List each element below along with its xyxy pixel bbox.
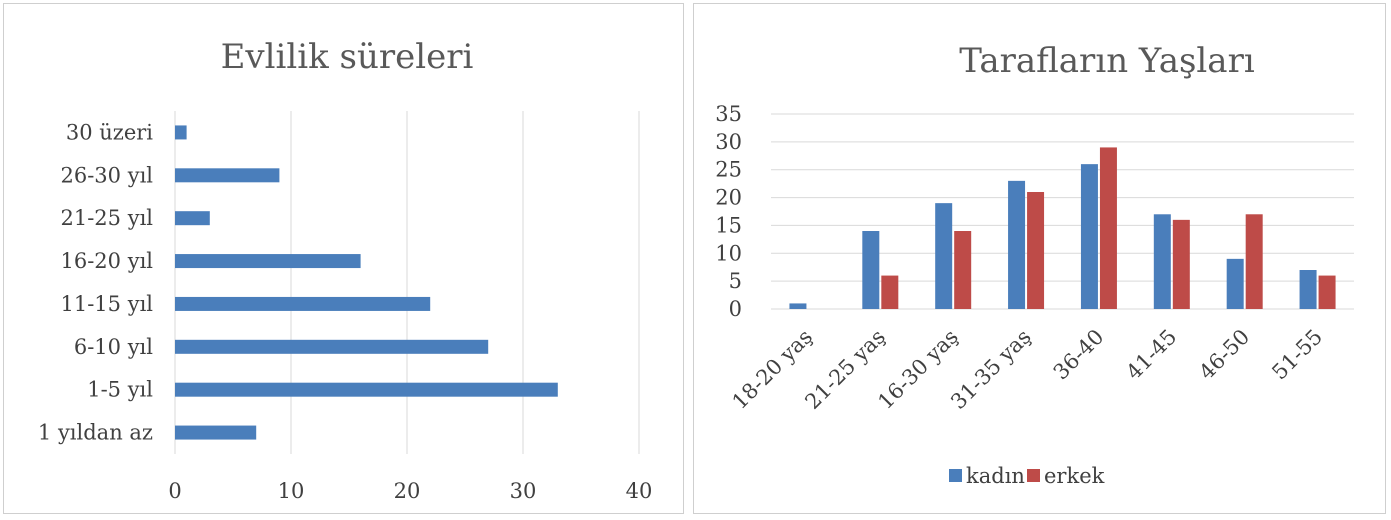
y-tick-label: 30 üzeri xyxy=(66,120,153,144)
bar xyxy=(175,296,431,311)
x-tick-label: 51-55 xyxy=(1267,325,1327,385)
y-tick-label: 20 xyxy=(715,186,742,210)
x-tick-label: 30 xyxy=(510,479,537,503)
x-tick-label: 31-35 yaş xyxy=(946,325,1035,414)
bar xyxy=(175,125,187,140)
y-tick-label: 1-5 yıl xyxy=(87,378,153,402)
y-tick-label: 16-20 yıl xyxy=(60,249,153,273)
bar xyxy=(175,425,257,440)
marriage-duration-chart: Evlilik süreleri 0 10 20 30 40 1 yıldan az 1-5… xyxy=(3,3,684,514)
bar-kadın xyxy=(1008,180,1026,309)
bar xyxy=(175,254,361,269)
bar-erkek xyxy=(1027,192,1045,309)
bar xyxy=(175,382,558,397)
bar xyxy=(175,339,489,354)
y-tick-label: 0 xyxy=(729,297,742,321)
x-tick-label: 40 xyxy=(626,479,653,503)
bar-kadın xyxy=(789,303,807,309)
bar xyxy=(175,211,210,226)
legend-swatch-kadın xyxy=(949,469,962,482)
x-tick-label: 41-45 xyxy=(1122,325,1182,385)
y-tick-label: 1 yıldan az xyxy=(38,421,153,445)
bar-erkek xyxy=(1245,214,1263,309)
ages-chart: Tarafların Yaşları 0 5 10 15 20 25 30 35 18-20 y… xyxy=(693,3,1386,514)
y-tick-label: 10 xyxy=(715,241,742,265)
x-tick-label: 36-40 xyxy=(1049,325,1109,385)
bar xyxy=(175,168,280,183)
y-tick-label: 5 xyxy=(729,269,742,293)
x-tick-label: 46-50 xyxy=(1194,325,1254,385)
bar-kadın xyxy=(862,231,880,309)
y-tick-label: 30 xyxy=(715,130,742,154)
marriage-duration-svg: Evlilik süreleri 0 10 20 30 40 1 yıldan az 1-5… xyxy=(38,37,653,503)
bar-erkek xyxy=(1099,147,1117,309)
chart-title: Tarafların Yaşları xyxy=(959,41,1255,81)
legend-label: erkek xyxy=(1044,464,1105,488)
y-tick-label: 35 xyxy=(715,102,742,126)
y-tick-label: 26-30 yıl xyxy=(60,163,153,187)
bar-kadın xyxy=(1299,270,1317,309)
bar-kadın xyxy=(1080,164,1098,309)
bar-erkek xyxy=(1172,219,1190,309)
bar-kadın xyxy=(1226,258,1244,309)
x-tick-label: 20 xyxy=(394,479,421,503)
legend-label: kadın xyxy=(966,464,1025,488)
y-tick-label: 15 xyxy=(715,213,742,237)
x-tick-label: 10 xyxy=(278,479,305,503)
legend-swatch-erkek xyxy=(1027,469,1040,482)
bar-kadın xyxy=(1153,214,1171,309)
y-tick-label: 25 xyxy=(715,158,742,182)
chart-title: Evlilik süreleri xyxy=(221,37,474,77)
x-tick-label: 0 xyxy=(168,479,181,503)
y-tick-label: 6-10 yıl xyxy=(74,335,153,359)
bar-erkek xyxy=(881,275,899,309)
y-tick-label: 11-15 yıl xyxy=(60,292,153,316)
y-tick-label: 21-25 yıl xyxy=(60,206,153,230)
bar-erkek xyxy=(954,231,972,309)
bar-kadın xyxy=(935,203,953,309)
bar-erkek xyxy=(1318,275,1336,309)
